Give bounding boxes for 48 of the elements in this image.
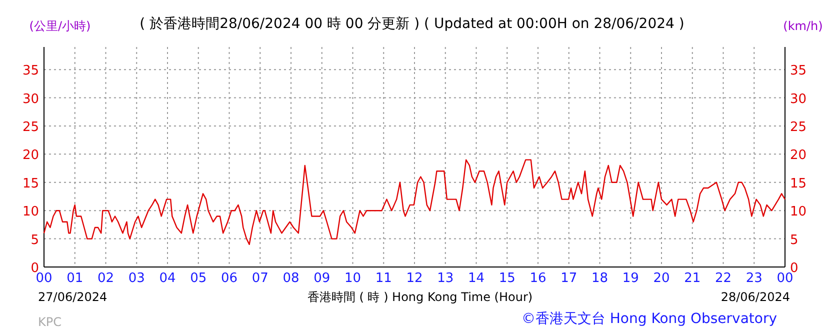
- x-tick-label: 03: [128, 271, 145, 286]
- y2-tick-label: 5: [790, 232, 798, 248]
- y-axis-title: (公里/小時): [29, 19, 91, 33]
- text: 28/06/2024: [720, 290, 790, 304]
- x-tick-label: 23: [746, 271, 762, 286]
- x-tick-label: 06: [220, 271, 238, 286]
- x-tick-label: 09: [314, 271, 330, 286]
- x-tick-label: 00: [36, 271, 52, 286]
- x-tick-label: 22: [714, 271, 732, 286]
- x-tick-label: 12: [406, 271, 423, 286]
- y2-tick-label: 35: [790, 64, 807, 79]
- text: KPC: [38, 315, 62, 329]
- line-series: [43, 159, 786, 246]
- y-tick-label: 20: [22, 148, 39, 164]
- x-tick-label: 10: [344, 271, 362, 286]
- y2-axis-title: (km/h): [783, 19, 823, 33]
- y-tick-label: 10: [22, 204, 39, 220]
- x-tick-label: 07: [252, 271, 268, 286]
- x-tick-label: 13: [437, 271, 454, 286]
- x-tick-label: 04: [159, 271, 176, 286]
- y-tick-label: 5: [30, 232, 39, 248]
- y-tick-label: 15: [22, 176, 39, 192]
- x-tick-label: 00: [776, 271, 794, 286]
- y2-tick-label: 15: [790, 176, 807, 192]
- x-tick-label: 01: [66, 271, 84, 286]
- text: ©香港天文台 Hong Kong Observatory: [521, 311, 777, 327]
- x-tick-label: 11: [375, 271, 392, 286]
- y-tick-label: 25: [22, 120, 39, 135]
- x-tick-label: 20: [653, 271, 670, 286]
- y2-tick-label: 25: [790, 120, 807, 135]
- x-tick-label: 15: [498, 271, 516, 286]
- text: 27/06/2024: [38, 290, 108, 304]
- x-tick-label: 02: [97, 271, 114, 286]
- y-tick-label: 35: [22, 64, 39, 79]
- x-tick-label: 14: [468, 271, 485, 286]
- x-axis-title: 香港時間 ( 時 ) Hong Kong Time (Hour): [307, 290, 533, 304]
- x-tick-label: 16: [530, 271, 546, 286]
- x-tick-label: 19: [622, 271, 639, 286]
- y2-tick-label: 20: [790, 148, 807, 164]
- y2-tick-label: 10: [790, 204, 807, 220]
- x-tick-label: 08: [282, 271, 300, 286]
- y2-tick-label: 30: [790, 92, 807, 107]
- x-tick-label: 21: [684, 271, 701, 286]
- x-tick-label: 18: [591, 271, 608, 286]
- x-tick-label: 05: [190, 271, 207, 286]
- y-tick-label: 30: [22, 92, 39, 107]
- chart-title: ( 於香港時間28/06/2024 00 時 00 分更新 ) ( Updated at 00:00H on 28/06/2024 ): [140, 16, 684, 32]
- x-tick-label: 17: [560, 271, 578, 286]
